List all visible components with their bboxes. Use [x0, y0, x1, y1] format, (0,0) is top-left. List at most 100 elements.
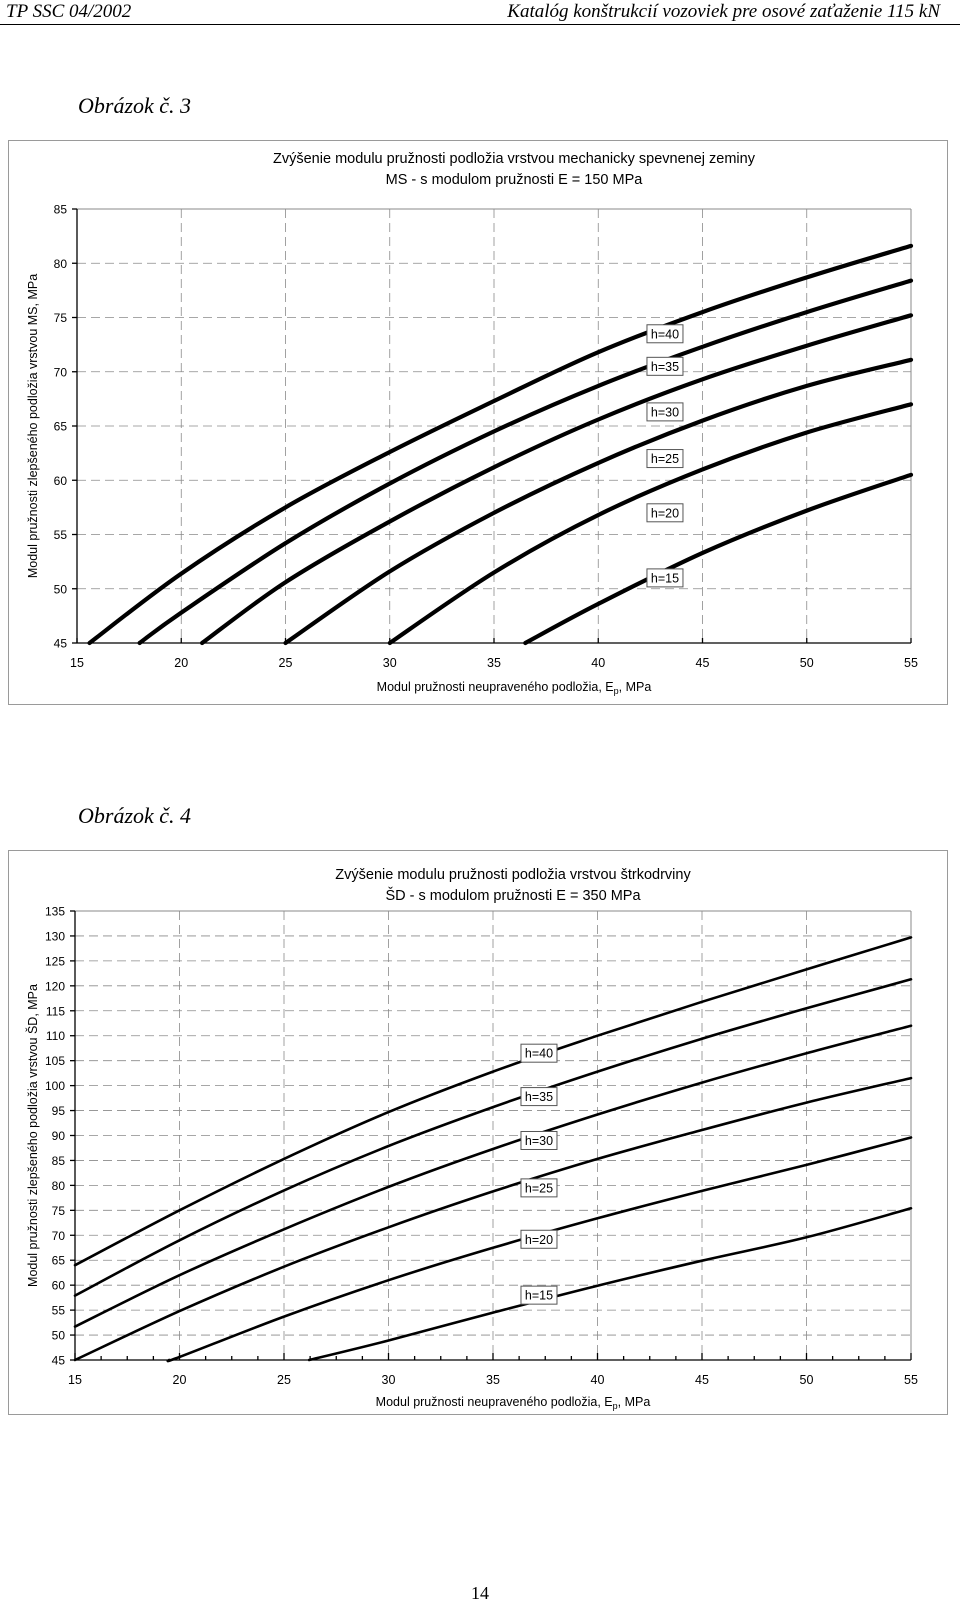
series-label: h=15 — [525, 1289, 553, 1303]
page-header: TP SSC 04/2002 Katalóg konštrukcií vozov… — [0, 0, 960, 25]
series-line-h40 — [73, 936, 913, 1267]
series-label-box — [520, 1043, 558, 1063]
y-tick-label: 50 — [52, 1329, 66, 1343]
y-tick-label: 85 — [54, 203, 68, 217]
x-tick-label: 40 — [591, 1373, 605, 1387]
x-tick-label: 50 — [800, 1373, 814, 1387]
y-tick-label: 120 — [45, 979, 65, 993]
chart-1-frame: Zvýšenie modulu pružnosti podložia vrstv… — [8, 140, 948, 705]
chart-2-frame: Zvýšenie modulu pružnosti podložia vrstv… — [8, 850, 948, 1415]
y-tick-label: 75 — [54, 311, 68, 325]
y-tick-label: 50 — [54, 582, 68, 596]
series-label-box — [646, 402, 684, 422]
series-label: h=15 — [651, 571, 679, 585]
x-tick-label: 55 — [904, 656, 918, 670]
x-tick-label: 55 — [904, 1373, 918, 1387]
figure-3-label: Obrázok č. 3 — [78, 93, 192, 118]
y-tick-label: 95 — [52, 1104, 66, 1118]
x-tick-label: 45 — [695, 1373, 709, 1387]
y-tick-label: 125 — [45, 954, 65, 968]
x-tick-label: 30 — [383, 656, 397, 670]
series-label-box — [646, 356, 684, 376]
series-line-h20 — [166, 1136, 913, 1363]
x-tick-label: 20 — [173, 1373, 187, 1387]
series-line-h40 — [87, 243, 914, 646]
series-label: h=30 — [525, 1134, 553, 1148]
y-tick-label: 70 — [54, 365, 68, 379]
figure-4-label: Obrázok č. 4 — [78, 803, 192, 828]
series-label: h=25 — [651, 452, 679, 466]
series-line-h35 — [73, 978, 913, 1297]
series-line-h30 — [200, 313, 914, 646]
series-label-box — [646, 324, 684, 344]
series-line-h15 — [523, 472, 914, 646]
chart-1: Zvýšenie modulu pružnosti podložia vrstv… — [26, 151, 918, 696]
series-label-box — [520, 1229, 558, 1249]
series-label-box — [646, 503, 684, 523]
series-label: h=35 — [651, 360, 679, 374]
y-tick-label: 115 — [46, 1004, 65, 1018]
series-line-h15 — [307, 1207, 913, 1362]
chart-title: Zvýšenie modulu pružnosti podložia vrstv… — [273, 151, 756, 167]
y-tick-label: 75 — [52, 1204, 66, 1218]
x-tick-label: 50 — [800, 656, 814, 670]
chart-subtitle: ŠD - s modulom pružnosti E = 350 MPa — [385, 887, 641, 904]
series-label: h=30 — [651, 405, 679, 419]
x-tick-label: 35 — [487, 656, 501, 670]
y-tick-label: 80 — [54, 257, 68, 271]
y-tick-label: 65 — [54, 420, 68, 434]
series-line-h25 — [283, 357, 914, 646]
series-label: h=40 — [651, 327, 679, 341]
page-number: 14 — [471, 1583, 489, 1603]
series-line-h20 — [387, 402, 914, 646]
y-tick-label: 55 — [54, 528, 68, 542]
series-label: h=25 — [525, 1181, 553, 1195]
header-document-title: Katalóg konštrukcií vozoviek pre osové z… — [507, 1, 940, 22]
series-label-box — [520, 1130, 558, 1150]
series-label-box — [520, 1087, 558, 1107]
x-tick-label: 45 — [696, 656, 710, 670]
y-tick-label: 45 — [52, 1354, 66, 1368]
y-tick-label: 135 — [45, 905, 65, 919]
chart-subtitle: MS - s modulom pružnosti E = 150 MPa — [386, 172, 644, 188]
x-tick-label: 15 — [70, 656, 84, 670]
y-tick-label: 55 — [52, 1304, 66, 1318]
y-tick-label: 60 — [52, 1279, 66, 1293]
series-label-box — [646, 568, 684, 588]
y-tick-label: 70 — [52, 1229, 66, 1243]
y-axis-label: Modul pružnosti zlepšeného podložia vrst… — [25, 984, 40, 1287]
series-label: h=40 — [525, 1047, 553, 1061]
x-tick-label: 25 — [279, 656, 293, 670]
x-tick-label: 35 — [486, 1373, 500, 1387]
chart-2: Zvýšenie modulu pružnosti podložia vrstv… — [25, 867, 918, 1411]
y-tick-label: 60 — [54, 474, 68, 488]
y-tick-label: 45 — [54, 637, 68, 651]
series-line-h30 — [73, 1024, 913, 1328]
y-tick-label: 90 — [52, 1129, 66, 1143]
series-label: h=35 — [525, 1090, 553, 1104]
x-tick-label: 40 — [591, 656, 605, 670]
series-line-h25 — [73, 1076, 913, 1362]
y-tick-label: 85 — [52, 1154, 66, 1168]
y-tick-label: 65 — [52, 1254, 66, 1268]
series-label-box — [520, 1178, 558, 1198]
x-tick-label: 25 — [277, 1373, 291, 1387]
x-axis-label: Modul pružnosti neupraveného podložia, E… — [377, 680, 652, 696]
header-document-code: TP SSC 04/2002 — [6, 1, 132, 22]
y-axis-label: Modul pružnosti zlepšeného podložia vrst… — [26, 274, 40, 578]
series-label-box — [520, 1285, 558, 1305]
y-tick-label: 80 — [52, 1179, 66, 1193]
y-tick-label: 105 — [45, 1054, 65, 1068]
y-tick-label: 130 — [45, 929, 65, 943]
series-label: h=20 — [651, 506, 679, 520]
y-tick-label: 100 — [45, 1079, 65, 1093]
x-tick-label: 20 — [174, 656, 188, 670]
y-tick-label: 110 — [46, 1029, 65, 1043]
series-label-box — [646, 449, 684, 469]
x-tick-label: 30 — [382, 1373, 396, 1387]
series-line-h35 — [137, 278, 914, 646]
series-label: h=20 — [525, 1233, 553, 1247]
chart-title: Zvýšenie modulu pružnosti podložia vrstv… — [335, 867, 691, 883]
x-axis-label: Modul pružnosti neupraveného podložia, E… — [376, 1395, 651, 1411]
x-tick-label: 15 — [68, 1373, 82, 1387]
